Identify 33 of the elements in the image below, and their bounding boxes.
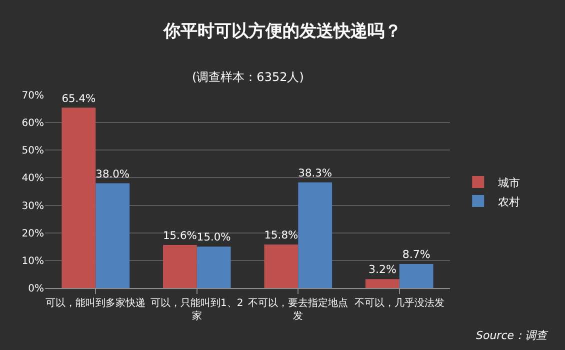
y-tick-label: 30% [22, 200, 44, 212]
y-tick-label: 40% [22, 173, 44, 184]
x-tick-label: 可以，能叫到多家快递 [46, 297, 146, 309]
data-label: 65.4% [62, 92, 96, 105]
y-tick-label: 10% [22, 256, 44, 267]
data-label: 38.0% [96, 167, 130, 180]
data-label: 15.8% [264, 228, 298, 242]
y-tick-label: 70% [22, 90, 44, 102]
bar [162, 244, 197, 288]
data-label: 15.0% [196, 230, 231, 244]
bar [399, 264, 434, 288]
bar [365, 279, 400, 288]
legend-label: 农村 [498, 195, 520, 208]
x-tick-label: 可以，只能叫到1、2家 [150, 297, 244, 322]
y-tick-label: 50% [22, 146, 44, 157]
data-label: 38.3% [298, 166, 332, 180]
bar [264, 244, 298, 288]
bar [298, 182, 332, 288]
data-label: 8.7% [402, 248, 430, 262]
legend-label: 城市 [497, 176, 520, 190]
bar [96, 183, 130, 288]
data-label: 3.2% [368, 263, 396, 276]
y-tick-label: 60% [22, 118, 44, 130]
chart-title: 你平时可以方便的发送快递吗？ [162, 21, 402, 42]
x-tick-label: 不可以，几乎没法发 [354, 297, 444, 309]
chart-subtitle: (调查样本：6352人) [192, 70, 304, 84]
data-label: 15.6% [162, 229, 197, 242]
source-note: Source：调查 [476, 329, 550, 342]
bar [196, 246, 231, 288]
bar [62, 108, 96, 288]
y-tick-label: 20% [22, 228, 44, 240]
y-tick-label: 0% [28, 284, 44, 294]
x-tick-label: 不可以，要去指定地点发 [248, 297, 348, 322]
